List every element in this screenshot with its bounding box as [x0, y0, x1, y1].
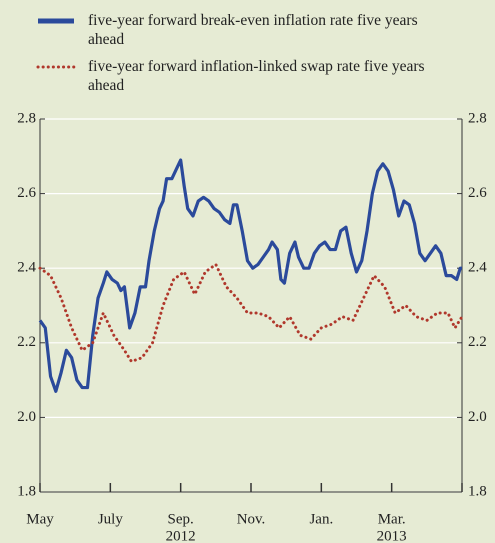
y-tick-label: 2.0	[17, 409, 36, 425]
y-tick-label: 2.4	[17, 260, 36, 276]
y2-tick-label: 2.0	[468, 409, 487, 425]
y-tick-label: 2.8	[17, 110, 36, 126]
y2-tick-label: 2.4	[468, 260, 487, 276]
y-tick-label: 2.6	[17, 185, 36, 201]
y2-tick-label: 2.8	[468, 110, 487, 126]
y2-tick-label: 2.6	[468, 185, 487, 201]
y2-tick-label: 2.2	[468, 334, 487, 350]
x-tick-label: Jan.	[309, 511, 333, 527]
x-tick-label: Mar.	[378, 511, 406, 527]
x-tick-year: 2013	[377, 528, 407, 543]
y-tick-label: 1.8	[17, 483, 36, 499]
x-tick-year: 2012	[166, 528, 196, 543]
x-tick-label: July	[98, 511, 124, 527]
legend-label: five-year forward break-even inflation r…	[88, 12, 418, 48]
x-tick-label: May	[26, 511, 54, 527]
y-tick-label: 2.2	[17, 334, 36, 350]
y2-tick-label: 1.8	[468, 483, 487, 499]
series-line	[38, 262, 464, 364]
x-tick-label: Nov.	[237, 511, 266, 527]
series-line	[38, 158, 462, 393]
legend-label: five-year forward inflation-linked swap …	[88, 58, 425, 94]
x-tick-label: Sep.	[168, 511, 194, 527]
